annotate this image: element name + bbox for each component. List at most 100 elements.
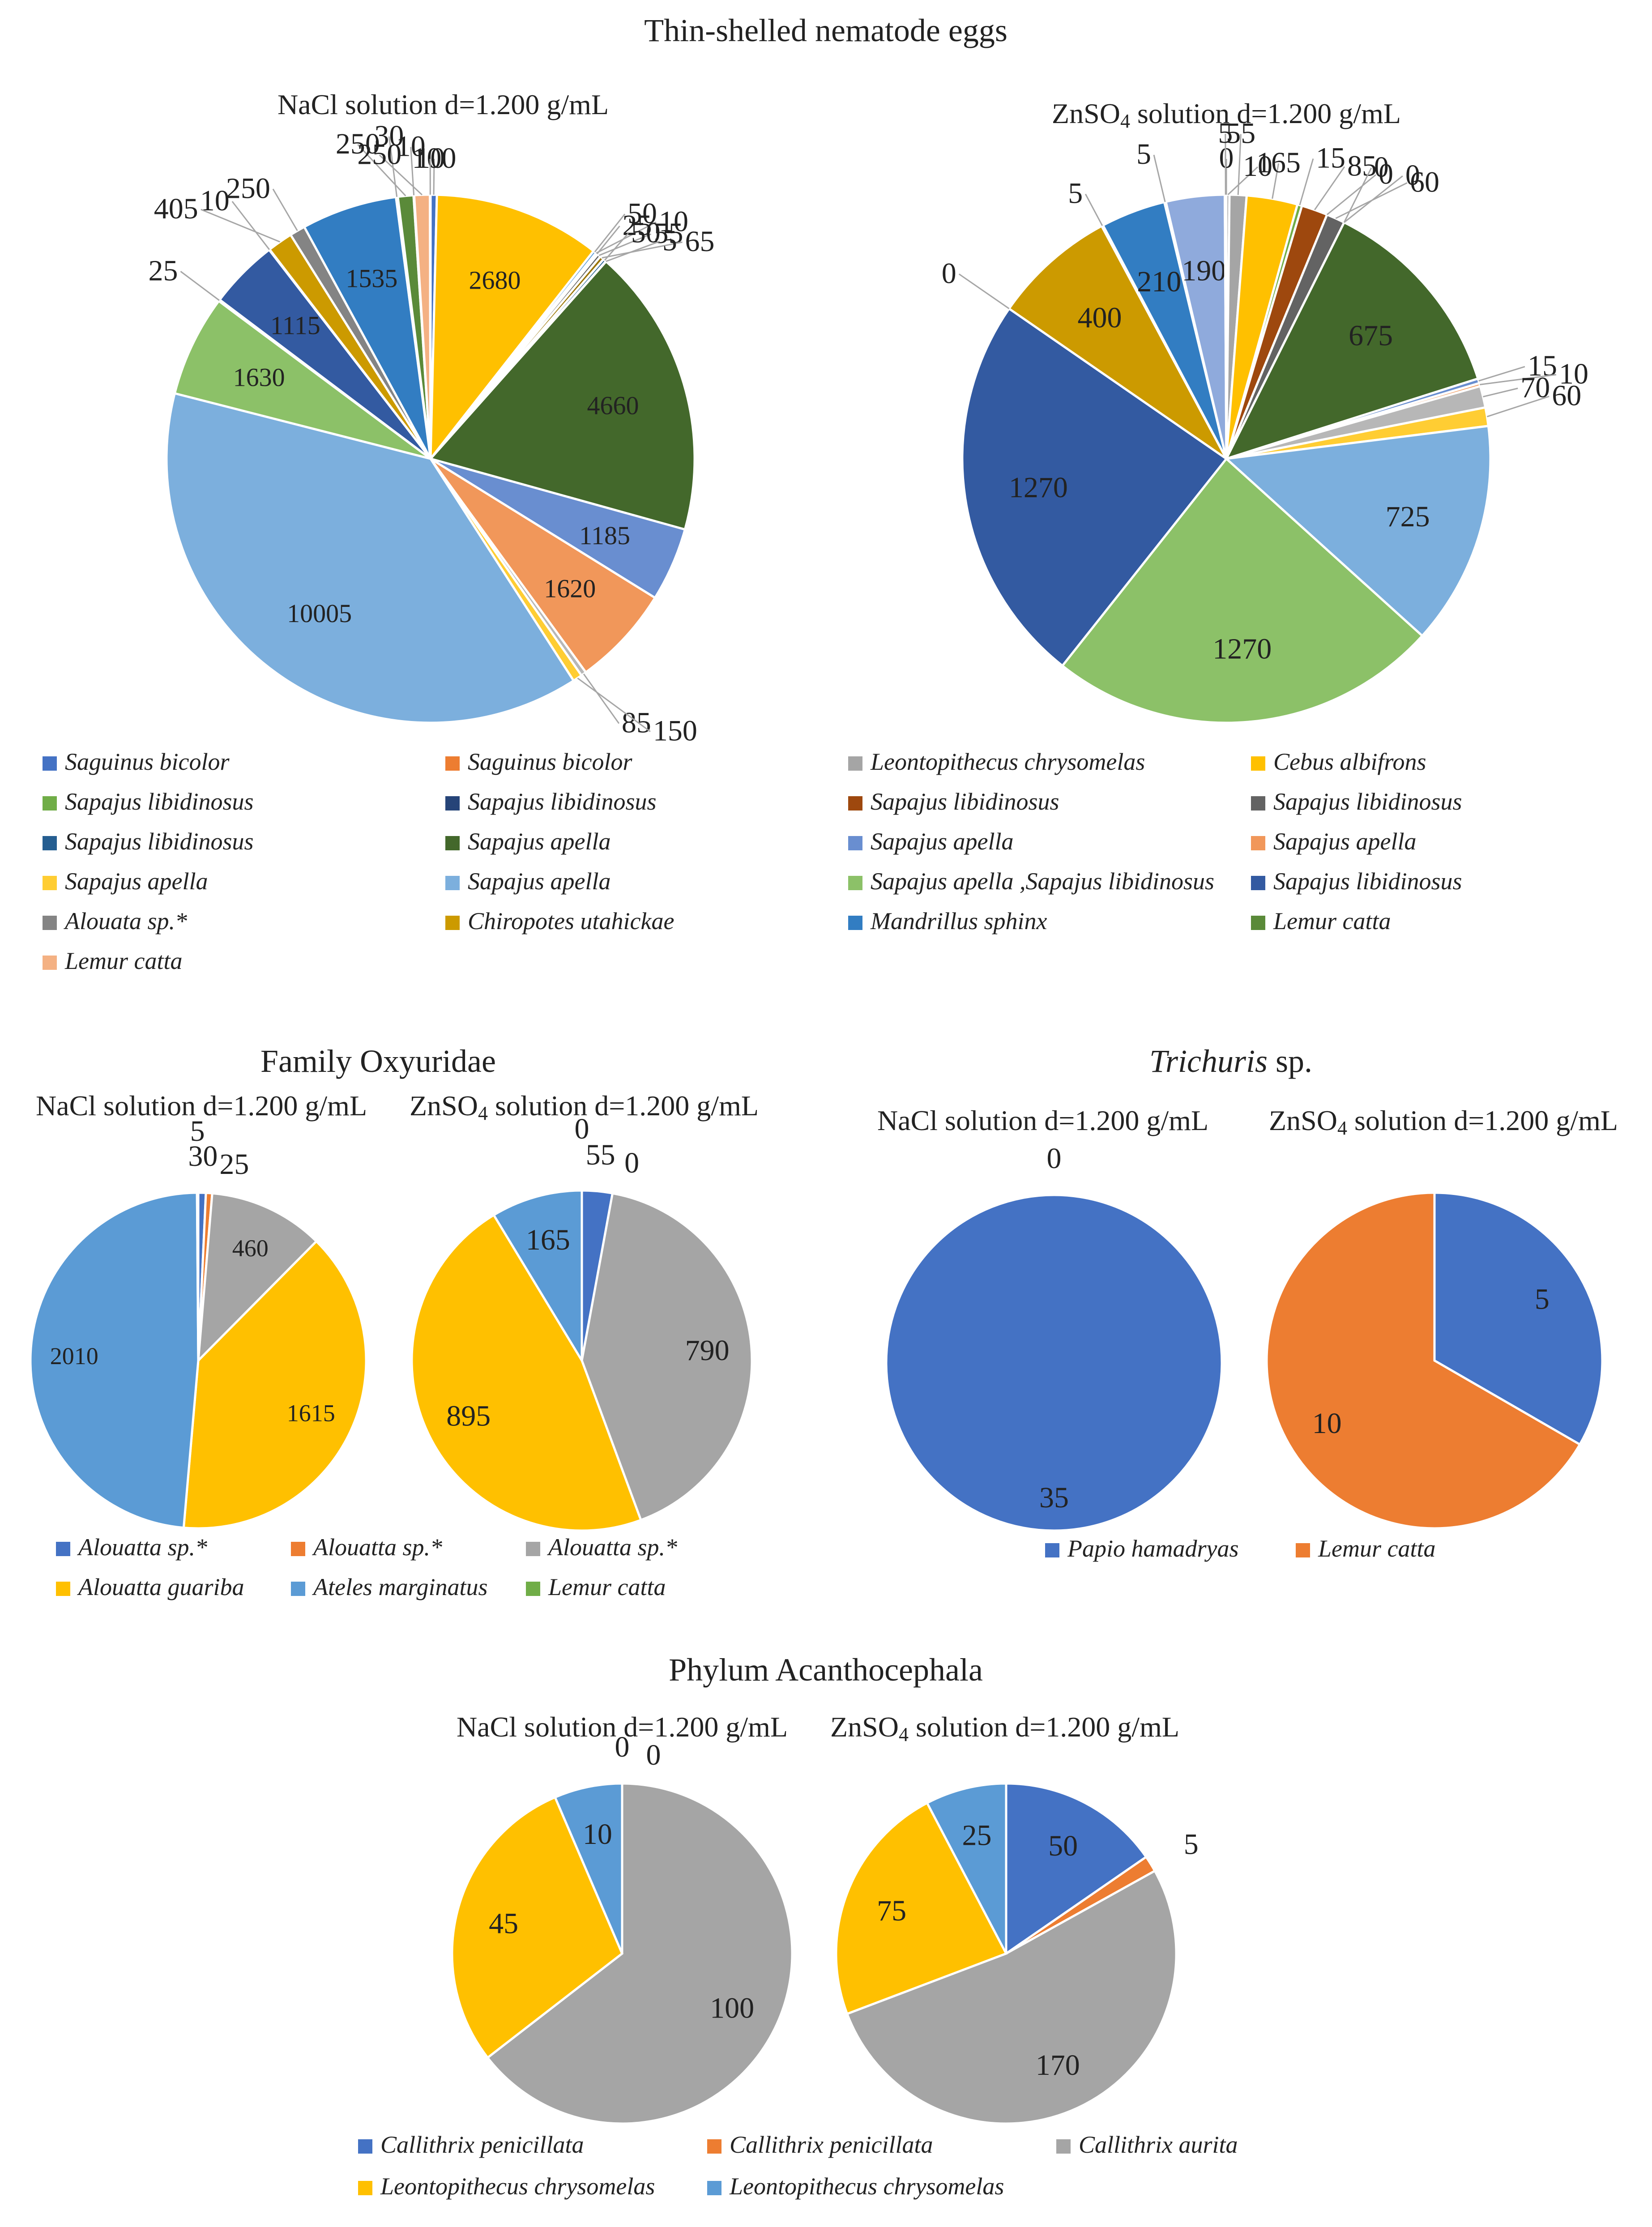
leader-line — [577, 677, 651, 732]
leader-line — [201, 209, 281, 243]
pie-title: ZnSO4 solution d=1.200 g/mL — [1269, 1105, 1618, 1139]
legend-swatch — [848, 876, 862, 890]
legend-label: Sapajus libidinosus — [65, 788, 254, 815]
legend-swatch — [707, 2181, 721, 2195]
data-label: 0 — [1374, 151, 1389, 183]
legend-label: Alouatta sp.* — [547, 1534, 677, 1561]
legend-item: Sapajus libidinosus — [1251, 788, 1462, 815]
pie-title: ZnSO4 solution d=1.200 g/mL — [410, 1090, 759, 1124]
data-label: 1535 — [346, 264, 397, 293]
data-label: 165 — [526, 1224, 570, 1256]
data-label: 0 — [1047, 1142, 1062, 1175]
pie-slice — [1005, 1782, 1148, 1956]
section-title-phylum-acanthocephala: Phylum Acanthocephala — [669, 1652, 983, 1688]
legend-item: Cebus albifrons — [1251, 748, 1426, 775]
data-label: 1615 — [287, 1400, 335, 1427]
data-label: 0 — [624, 1147, 639, 1179]
data-label: 5 — [1068, 177, 1083, 210]
legend-label: Alouatta guariba — [77, 1574, 244, 1600]
data-label: 10 — [1312, 1407, 1342, 1440]
legend-swatch — [1056, 2139, 1071, 2154]
leader-line — [1272, 163, 1280, 199]
data-label: 55 — [1226, 117, 1255, 150]
legend-label: Saguinus bicolor — [65, 748, 230, 775]
data-label: 1185 — [579, 521, 630, 550]
legend-label: Sapajus libidinosus — [871, 788, 1059, 815]
data-label: 725 — [1386, 500, 1430, 533]
pie-slice — [845, 1869, 1178, 2125]
legend-swatch — [43, 956, 57, 970]
data-label: 55 — [586, 1139, 615, 1171]
data-label: 35 — [1039, 1481, 1069, 1514]
data-label: 400 — [1078, 301, 1122, 334]
pie-title: NaCl solution d=1.200 g/mL — [36, 1090, 367, 1122]
pie-slice — [428, 260, 696, 531]
legend-label: Lemur catta — [1318, 1535, 1436, 1562]
legend-item: Ateles marginatus — [291, 1574, 487, 1600]
data-label: 2010 — [50, 1343, 98, 1369]
legend-swatch — [291, 1582, 305, 1596]
leader-line — [180, 271, 220, 301]
data-label: 50 — [631, 216, 661, 249]
data-label: 10 — [583, 1818, 612, 1851]
legend-item: Callithrix penicillata — [707, 2131, 933, 2158]
pie-chart-1: NaCl solution d=1.200 g/mL 2680 4660 1185 16… — [148, 89, 714, 747]
data-label: 10005 — [287, 599, 352, 628]
pie-chart-2: ZnSO4 solution d=1.200 g/mL 675 725 1270 127… — [942, 98, 1588, 724]
leader-line — [388, 136, 398, 197]
legend-item: Lemur catta — [1296, 1535, 1436, 1562]
legend-label: Sapajus apella — [468, 868, 611, 895]
legend-swatch — [1251, 756, 1265, 771]
legend-swatch — [1251, 836, 1265, 850]
leader-line — [1483, 388, 1518, 397]
data-label: 460 — [232, 1235, 269, 1262]
legend-swatch — [43, 916, 57, 930]
pie-slice — [430, 457, 687, 600]
legend-item: Sapajus libidinosus — [848, 788, 1059, 815]
data-label: 5 — [1136, 138, 1151, 171]
legend-swatch — [1045, 1543, 1059, 1557]
data-label: 1630 — [233, 363, 285, 392]
data-label: 10 — [1243, 150, 1272, 183]
data-label: 0 — [646, 1739, 661, 1771]
legend-item: Mandrillus sphinx — [848, 908, 1047, 934]
data-label: 65 — [685, 225, 715, 258]
data-label: 1270 — [1212, 632, 1272, 665]
data-label: 25 — [219, 1148, 249, 1181]
legend-swatch — [445, 756, 460, 771]
data-label: 100 — [412, 142, 457, 175]
legend-label: Sapajus apella — [65, 868, 208, 895]
pie-chart-8: ZnSO4 solution d=1.200 g/mL 50 170 75 25 5 — [830, 1711, 1199, 2125]
data-label: 1620 — [544, 574, 596, 603]
data-label: 790 — [685, 1334, 730, 1367]
legend-thin-shelled-nematode-eggs: Saguinus bicolor Saguinus bicolor Leontopi… — [43, 748, 1462, 974]
legend-item: Sapajus libidinosus — [1251, 868, 1462, 895]
pie-slice — [29, 1191, 200, 1529]
legend-label: Mandrillus sphinx — [870, 908, 1047, 934]
legend-swatch — [1251, 796, 1265, 811]
data-label: 165 — [1256, 146, 1301, 179]
legend-item: Leontopithecus chrysomelas — [707, 2173, 1004, 2200]
legend-label: Lemur catta — [64, 947, 183, 974]
legend-item: Sapajus libidinosus — [445, 788, 657, 815]
leader-line — [231, 201, 270, 250]
data-label: 60 — [1552, 380, 1581, 412]
data-label: 15 — [1316, 141, 1345, 174]
data-label: 10 — [1559, 358, 1588, 390]
data-label: 30 — [188, 1140, 218, 1173]
data-label: 0 — [942, 257, 956, 290]
legend-label: Saguinus bicolor — [468, 748, 632, 775]
pie-slice — [196, 1192, 318, 1364]
data-label: 50 — [1048, 1830, 1078, 1862]
legend-item: Leontopithecus chrysomelas — [358, 2173, 655, 2200]
legend-item: Lemur catta — [43, 947, 183, 974]
data-label: 100 — [710, 1992, 754, 2025]
leader-line — [1299, 158, 1314, 205]
data-label: 250 — [226, 172, 270, 205]
legend-swatch — [291, 1542, 305, 1556]
legend-item: Sapajus apella — [445, 828, 611, 855]
legend-label: Sapajus apella — [871, 828, 1014, 855]
legend-item: Sapajus apella ,Sapajus libidinosus — [848, 868, 1214, 895]
legend-label: Ateles marginatus — [312, 1574, 487, 1600]
data-label: 85 — [622, 707, 651, 739]
